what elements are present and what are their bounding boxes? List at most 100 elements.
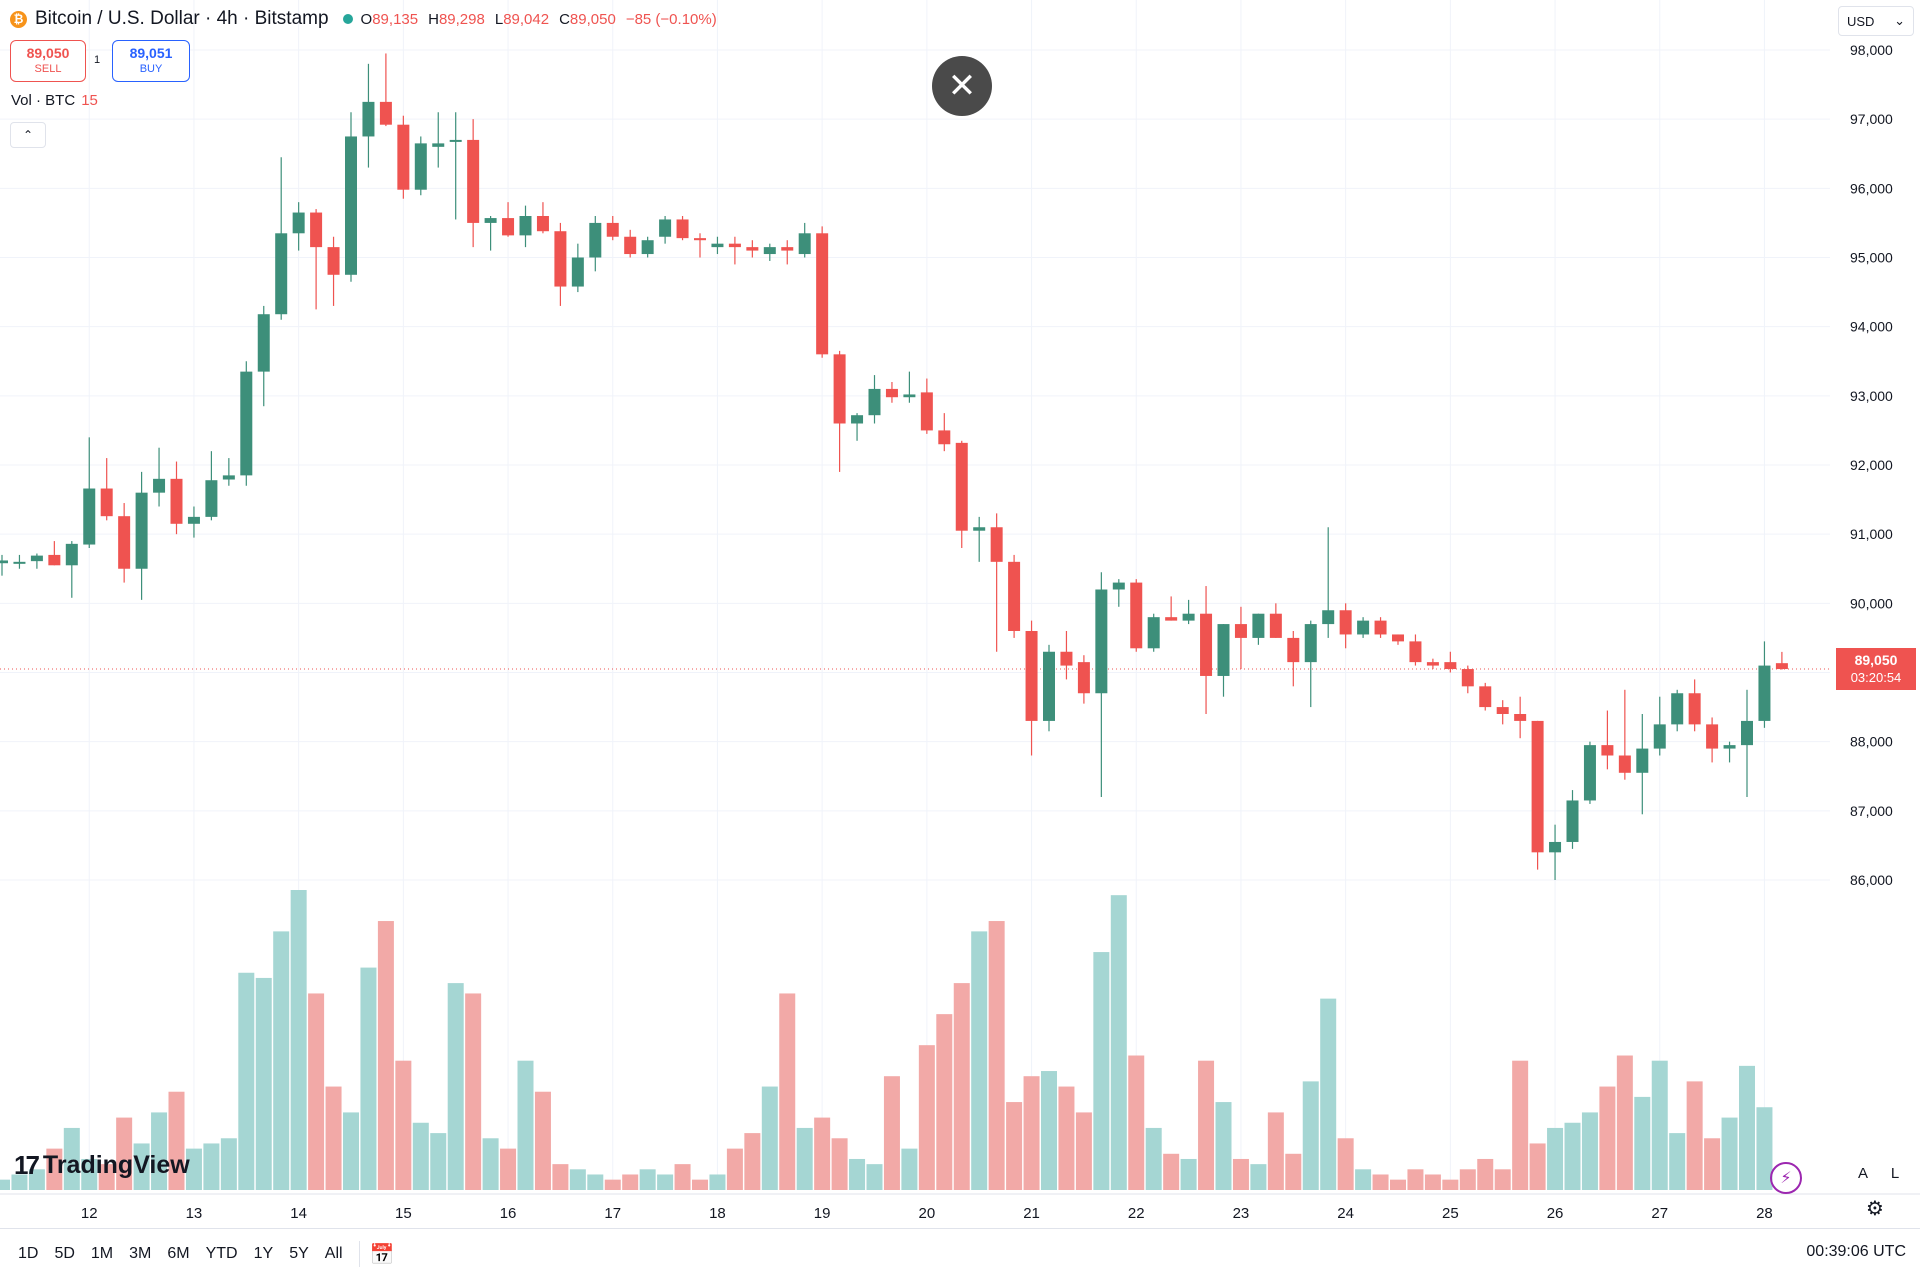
candle-body [1130,582,1143,649]
candle-body [763,247,776,255]
candle-body [484,218,497,223]
volume-value: 15 [81,92,98,109]
volume-bar [1442,1179,1459,1190]
log-scale-button[interactable]: L [1882,1160,1908,1186]
calendar-icon[interactable]: 📅 [369,1243,395,1266]
range-1d[interactable]: 1D [18,1245,39,1262]
candle-body [1322,610,1335,625]
candle-body [1374,620,1387,635]
candle-body [187,516,200,524]
time-tick-label: 25 [1442,1205,1459,1222]
close-label: C [559,10,570,28]
low-value: 89,042 [503,10,550,28]
volume-bar [1128,1055,1145,1190]
candle-body [1566,800,1579,842]
currency-value: USD [1847,13,1875,29]
candle-body [414,143,427,190]
low-label: L [494,10,504,28]
candle-body [1514,714,1527,721]
candle-body [641,240,654,255]
volume-bar [1616,1055,1633,1190]
volume-bar [430,1133,447,1190]
candle-body [885,388,898,398]
price-tick-label: 91,000 [1850,526,1893,542]
candle-body [1706,724,1719,749]
collapse-legend-button[interactable]: ⌃ [10,122,46,148]
time-tick-label: 18 [709,1205,726,1222]
currency-select[interactable]: USD ⌄ [1838,6,1914,36]
candle-body [1392,634,1404,642]
symbol-title[interactable]: Bitcoin / U.S. Dollar · 4h · Bitstamp [35,8,329,29]
candle-body [379,101,392,125]
candle-body [1549,841,1562,853]
range-5y[interactable]: 5Y [289,1245,309,1262]
candle-body [746,247,759,251]
last-price-label: 89,050 03:20:54 [1836,648,1916,691]
volume-bar [517,1060,534,1190]
candle-body [1461,669,1474,687]
candle-body [48,554,61,566]
buy-button[interactable]: 89,051 BUY [112,40,190,82]
time-tick-label: 21 [1023,1205,1040,1222]
settings-gear-icon[interactable]: ⚙ [1866,1198,1884,1220]
range-all[interactable]: All [324,1245,343,1262]
volume-bar [1163,1153,1180,1190]
time-tick-label: 17 [604,1205,621,1222]
candle-body [222,475,235,480]
range-1m[interactable]: 1M [90,1245,114,1262]
tradingview-logo[interactable]: 17 TradingView [14,1150,190,1181]
price-tick-label: 86,000 [1850,872,1893,888]
volume-bar [552,1164,569,1190]
volume-bar [936,1014,953,1190]
range-ytd[interactable]: YTD [205,1245,238,1262]
volume-bar [98,1164,115,1190]
candle-body [467,139,480,223]
close-button[interactable]: ✕ [932,56,992,116]
volume-bar [1529,1143,1546,1190]
candle-body [1409,641,1422,663]
volume-bar [238,972,255,1190]
time-tick-label: 16 [500,1205,517,1222]
candle-body [606,222,619,237]
price-tick-label: 92,000 [1850,457,1893,473]
candle-body [1775,663,1788,670]
range-6m[interactable]: 6M [167,1245,190,1262]
volume-bar [1285,1153,1302,1190]
chevron-down-icon: ⌄ [1894,13,1905,28]
candle-body [275,233,288,315]
utc-clock[interactable]: 00:39:06 UTC [1806,1243,1906,1260]
candle-body [327,247,340,275]
range-3m[interactable]: 3M [129,1245,152,1262]
tradingview-logo-mark: 17 [14,1150,40,1180]
volume-bar [412,1122,429,1190]
volume-bar [988,921,1005,1190]
high-label: H [428,10,439,28]
sell-button[interactable]: 89,050 SELL [10,40,86,82]
auto-scale-button[interactable]: A [1850,1160,1876,1186]
range-1y[interactable]: 1Y [253,1245,274,1262]
candle-body [30,555,43,562]
volume-label: Vol · BTC [11,92,76,109]
sell-label: SELL [34,63,62,75]
volume-bar [1739,1065,1755,1190]
volume-bar [11,1174,28,1190]
volume-bar [0,1179,10,1190]
volume-bar [1477,1158,1494,1190]
volume-bar [1198,1060,1215,1190]
price-tick-label: 88,000 [1850,734,1893,750]
tradingview-logo-text: TradingView [42,1151,190,1179]
candle-body [1165,617,1178,621]
candle-body [728,243,741,248]
range-5d[interactable]: 5D [54,1245,75,1262]
volume-bar [465,993,482,1190]
volume-bar [220,1138,237,1190]
range-selector: 1D 5D 1M 3M 6M YTD 1Y 5Y All [12,1241,349,1267]
volume-bar [360,967,377,1190]
chevron-up-icon: ⌃ [22,128,34,142]
time-tick-label: 27 [1651,1205,1668,1222]
lightning-icon[interactable]: ⚡ [1770,1162,1802,1194]
volume-bar [1110,895,1127,1190]
volume-bar [866,1164,883,1190]
volume-bar [1407,1169,1424,1190]
